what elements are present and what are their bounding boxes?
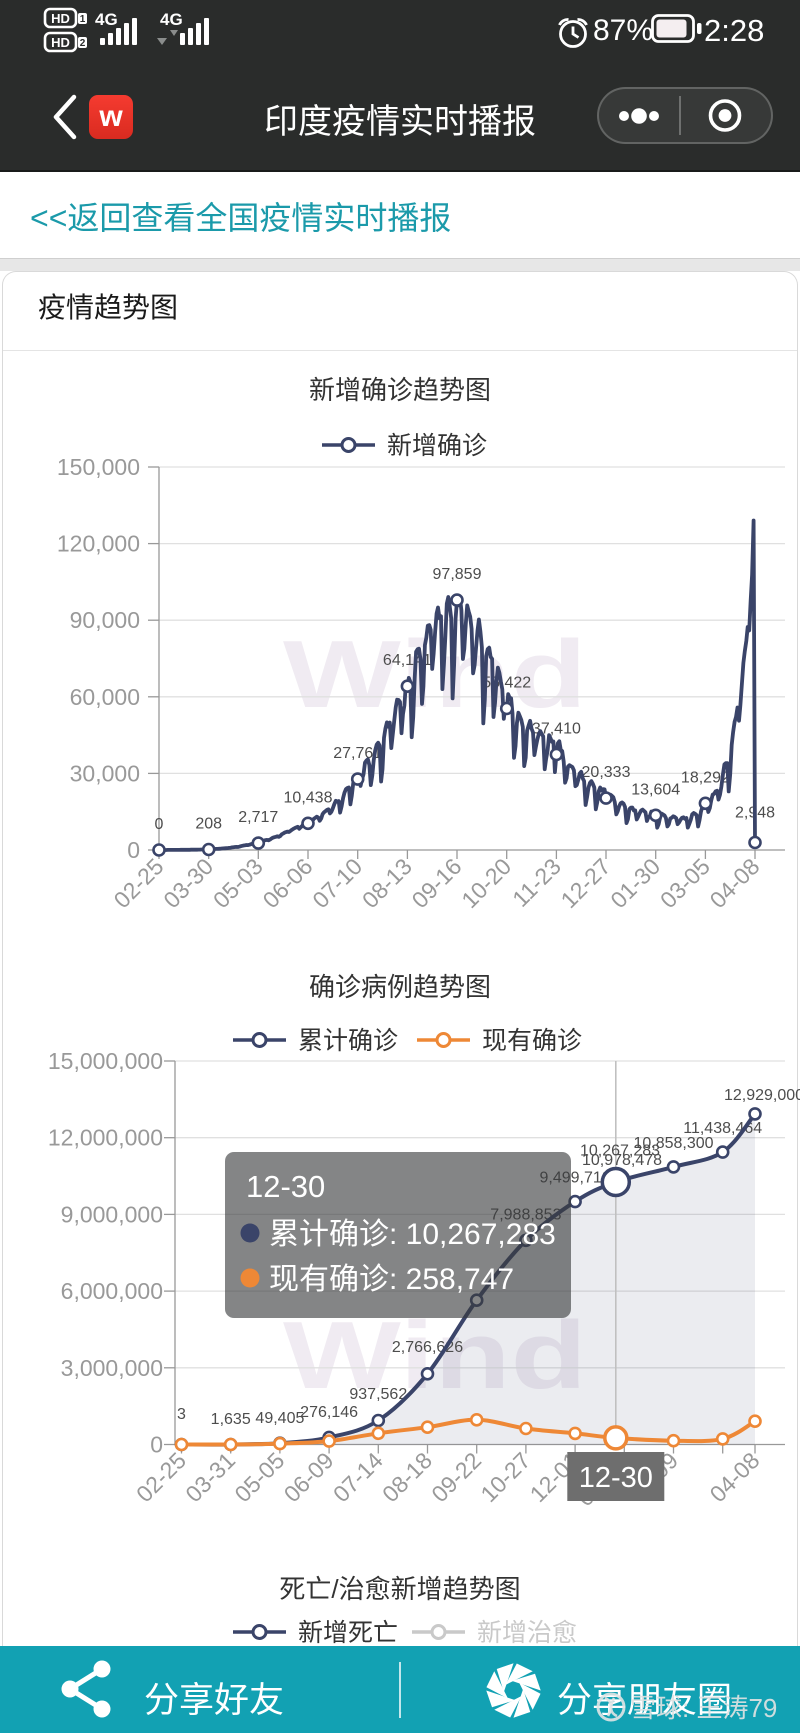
- svg-text:10,858,300: 10,858,300: [633, 1135, 713, 1152]
- svg-text:04-08: 04-08: [705, 853, 765, 913]
- svg-text:12-30: 12-30: [579, 1462, 653, 1494]
- svg-text:3,000,000: 3,000,000: [61, 1355, 163, 1381]
- svg-text:08-18: 08-18: [377, 1447, 437, 1507]
- svg-text:09-22: 09-22: [426, 1447, 486, 1507]
- svg-text:90,000: 90,000: [70, 607, 140, 633]
- svg-text:37,410: 37,410: [532, 721, 581, 738]
- svg-text:150,000: 150,000: [57, 454, 140, 480]
- svg-text:10,438: 10,438: [284, 789, 333, 806]
- svg-text:4G: 4G: [160, 10, 183, 29]
- svg-text:2: 2: [80, 38, 86, 49]
- svg-text:2,717: 2,717: [238, 809, 278, 826]
- svg-text:01-30: 01-30: [605, 853, 665, 913]
- svg-text:0: 0: [155, 816, 164, 833]
- svg-text:新增治愈: 新增治愈: [477, 1619, 577, 1647]
- svg-text:55,422: 55,422: [482, 675, 531, 692]
- svg-text:10-20: 10-20: [456, 853, 516, 913]
- svg-text:09-16: 09-16: [407, 853, 467, 913]
- svg-text:现有确诊: 258,747: 现有确诊: 258,747: [269, 1263, 514, 1296]
- svg-text:12,929,000: 12,929,000: [724, 1087, 800, 1104]
- svg-text:18,292: 18,292: [681, 769, 730, 786]
- svg-text:1,635: 1,635: [211, 1411, 251, 1428]
- svg-text:新增确诊: 新增确诊: [387, 432, 487, 460]
- svg-text:12-27: 12-27: [556, 853, 616, 913]
- svg-text:10,267,283: 10,267,283: [580, 1143, 660, 1160]
- svg-text:累计确诊: 10,267,283: 累计确诊: 10,267,283: [269, 1218, 556, 1251]
- svg-text:11-23: 11-23: [507, 853, 566, 912]
- svg-text:06-06: 06-06: [258, 853, 318, 913]
- svg-text:10,978,478: 10,978,478: [582, 1152, 662, 1169]
- svg-text:49,405: 49,405: [255, 1410, 304, 1427]
- svg-text:05-03: 05-03: [208, 853, 268, 913]
- svg-text:新增确诊趋势图: 新增确诊趋势图: [309, 375, 491, 405]
- svg-text:3: 3: [177, 1406, 186, 1423]
- svg-text:累计确诊: 累计确诊: [298, 1027, 398, 1055]
- svg-text:15,000,000: 15,000,000: [48, 1048, 163, 1074]
- svg-text:03-30: 03-30: [158, 853, 218, 913]
- svg-text:276,146: 276,146: [300, 1404, 358, 1421]
- svg-text:6,000,000: 6,000,000: [61, 1278, 163, 1304]
- svg-text:27,761: 27,761: [333, 745, 382, 762]
- svg-text:HD: HD: [51, 11, 70, 26]
- svg-text:4G: 4G: [95, 10, 118, 29]
- svg-text:08-13: 08-13: [357, 853, 417, 913]
- svg-text:30,000: 30,000: [70, 760, 140, 786]
- svg-text:208: 208: [195, 816, 222, 833]
- svg-text:现有确诊: 现有确诊: [482, 1027, 582, 1055]
- svg-text:9,000,000: 9,000,000: [61, 1201, 163, 1227]
- svg-text:Wind: Wind: [283, 1301, 587, 1409]
- svg-text:05-05: 05-05: [229, 1447, 289, 1507]
- svg-text:97,859: 97,859: [433, 566, 482, 583]
- svg-text:12,000,000: 12,000,000: [48, 1125, 163, 1151]
- svg-text:03-05: 03-05: [655, 853, 715, 913]
- svg-text:20,333: 20,333: [582, 764, 631, 781]
- svg-text:10-27: 10-27: [475, 1447, 535, 1507]
- svg-text:07-10: 07-10: [307, 853, 367, 913]
- svg-text:60,000: 60,000: [70, 684, 140, 710]
- svg-text:13,604: 13,604: [631, 781, 680, 798]
- svg-text:12-30: 12-30: [246, 1169, 325, 1204]
- svg-text:确诊病例趋势图: 确诊病例趋势图: [309, 972, 491, 1002]
- svg-text:HD: HD: [51, 35, 70, 50]
- svg-text:120,000: 120,000: [57, 531, 140, 557]
- svg-text:0: 0: [127, 837, 140, 863]
- svg-text:06-09: 06-09: [279, 1447, 339, 1507]
- svg-text:2,766,626: 2,766,626: [392, 1339, 463, 1356]
- svg-text:937,562: 937,562: [349, 1386, 407, 1403]
- svg-text:新增死亡: 新增死亡: [298, 1619, 398, 1647]
- svg-text:1: 1: [80, 14, 86, 25]
- svg-text:0: 0: [150, 1432, 163, 1458]
- svg-text:07-14: 07-14: [328, 1447, 388, 1507]
- svg-text:雪球: 王涛79: 雪球: 王涛79: [630, 1693, 777, 1723]
- svg-text:03-31: 03-31: [180, 1447, 240, 1507]
- svg-text:04-08: 04-08: [705, 1447, 765, 1507]
